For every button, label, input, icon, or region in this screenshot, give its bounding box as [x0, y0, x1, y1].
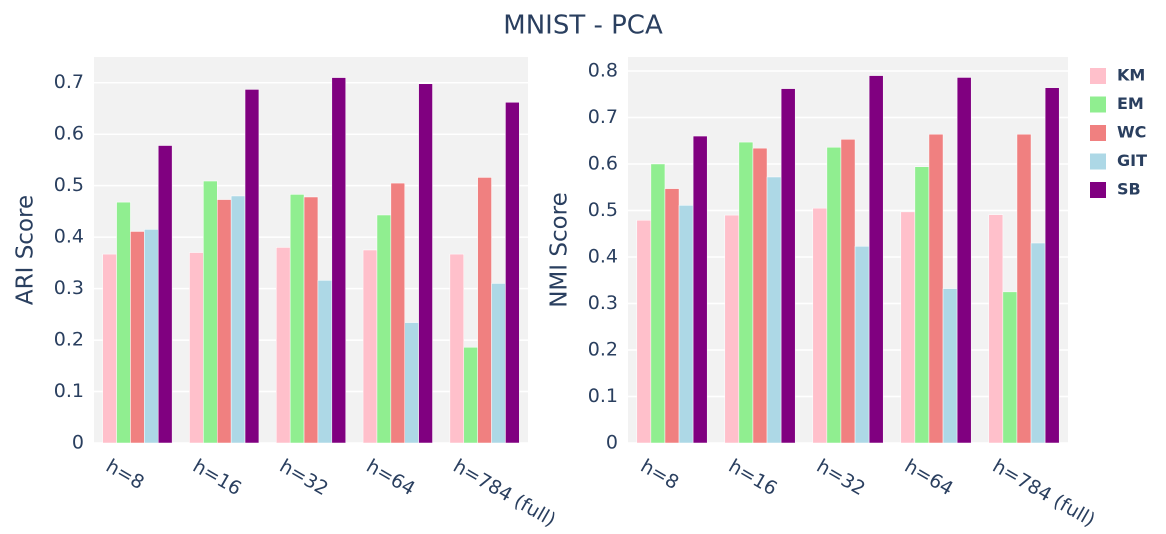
- bar: [331, 77, 346, 444]
- legend-swatch: [1090, 96, 1106, 113]
- bar: [650, 163, 666, 444]
- x-tick-label: h=784 (full): [989, 455, 1099, 531]
- x-tick-label: h=64: [901, 455, 957, 500]
- legend-swatch: [1090, 68, 1106, 84]
- bar: [303, 196, 319, 444]
- bar: [826, 146, 842, 444]
- bar: [289, 194, 305, 444]
- bar: [189, 252, 204, 444]
- legend-label: GIT: [1117, 151, 1147, 170]
- x-tick-label: h=64: [363, 455, 419, 500]
- bar: [752, 147, 768, 444]
- y-tick-label: 0.4: [54, 226, 84, 248]
- bar: [780, 88, 796, 444]
- bar: [276, 247, 291, 444]
- bar: [1002, 291, 1018, 444]
- y-tick-label: 0.8: [588, 59, 618, 81]
- bar: [404, 322, 419, 444]
- y-tick-label: 0.4: [588, 245, 618, 267]
- x-tick-label: h=32: [276, 455, 332, 500]
- y-tick-label: 0.6: [54, 123, 84, 145]
- y-tick-label: 0.1: [588, 385, 618, 407]
- bar: [854, 246, 870, 444]
- bar: [840, 139, 856, 444]
- bar: [942, 288, 958, 444]
- bar: [230, 195, 246, 444]
- bar: [144, 229, 159, 444]
- bar: [928, 133, 944, 444]
- bar: [376, 214, 392, 444]
- bar: [692, 135, 708, 444]
- bar: [130, 231, 145, 444]
- y-tick-label: 0.6: [588, 152, 618, 174]
- y-tick-label: 0.7: [588, 106, 618, 128]
- bar: [1030, 242, 1046, 444]
- bar: [317, 280, 333, 444]
- bar: [956, 77, 972, 444]
- bar: [418, 83, 433, 444]
- legend-label: WC: [1117, 123, 1146, 142]
- x-tick-label: h=8: [102, 455, 148, 494]
- legend-label: SB: [1117, 180, 1141, 199]
- y-axis-title: NMI Score: [547, 192, 573, 308]
- bar: [812, 207, 828, 444]
- bar: [914, 166, 930, 444]
- bar: [449, 253, 465, 444]
- bar: [766, 176, 782, 444]
- bar: [900, 211, 916, 444]
- bar: [390, 182, 405, 444]
- bar: [491, 283, 506, 444]
- bar: [664, 188, 680, 444]
- y-tick-label: 0: [606, 432, 618, 454]
- legend-label: KM: [1117, 66, 1145, 85]
- y-tick-label: 0: [72, 432, 84, 454]
- y-tick-label: 0.7: [54, 71, 84, 93]
- bar: [463, 347, 478, 444]
- bar: [217, 199, 232, 444]
- figure-title: MNIST - PCA: [503, 11, 663, 41]
- x-tick-label: h=16: [725, 455, 781, 500]
- y-tick-label: 0.3: [54, 277, 84, 299]
- x-tick-label: h=16: [189, 455, 245, 500]
- bar: [738, 141, 754, 444]
- legend-swatch: [1090, 153, 1106, 170]
- y-tick-label: 0.1: [54, 380, 84, 402]
- bar: [1016, 133, 1032, 444]
- y-tick-label: 0.5: [588, 199, 618, 221]
- bar: [505, 102, 520, 444]
- x-tick-label: h=32: [813, 455, 869, 500]
- x-tick-label: h=784 (full): [449, 455, 559, 531]
- y-tick-label: 0.5: [54, 174, 84, 196]
- legend-swatch: [1090, 125, 1106, 141]
- bar: [157, 145, 173, 444]
- bar: [988, 214, 1004, 444]
- bar: [868, 75, 884, 444]
- bar: [203, 180, 218, 444]
- bar: [636, 219, 652, 444]
- y-tick-label: 0.3: [588, 292, 618, 314]
- bar: [362, 249, 378, 444]
- legend-label: EM: [1117, 94, 1144, 113]
- bar: [116, 201, 131, 444]
- y-axis-title: ARI Score: [13, 195, 39, 305]
- bar: [724, 214, 740, 444]
- bar: [477, 177, 492, 444]
- bar: [244, 89, 260, 444]
- bar: [678, 205, 694, 444]
- y-tick-label: 0.2: [54, 329, 84, 351]
- legend-swatch: [1090, 182, 1106, 198]
- x-tick-label: h=8: [637, 455, 683, 494]
- bar: [102, 253, 117, 444]
- y-tick-label: 0.2: [588, 338, 618, 360]
- bar: [1044, 87, 1060, 444]
